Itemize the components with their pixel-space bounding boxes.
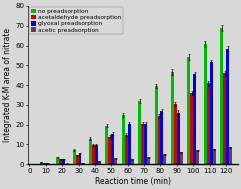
Bar: [108, 137, 111, 164]
Bar: [226, 49, 229, 164]
Bar: [190, 93, 193, 164]
Bar: [196, 150, 199, 164]
Bar: [220, 28, 223, 164]
Bar: [62, 159, 65, 164]
Y-axis label: Integrated K-M area of nitrate: Integrated K-M area of nitrate: [3, 28, 13, 142]
Bar: [138, 101, 141, 164]
Bar: [81, 163, 84, 164]
Bar: [193, 74, 196, 164]
Bar: [158, 116, 161, 164]
Bar: [92, 146, 95, 164]
Bar: [40, 162, 43, 164]
Bar: [171, 72, 174, 164]
Bar: [223, 73, 226, 164]
Bar: [95, 146, 98, 164]
Bar: [56, 157, 59, 164]
Bar: [180, 152, 183, 164]
Bar: [229, 147, 232, 164]
Bar: [111, 134, 114, 164]
Bar: [89, 139, 92, 164]
Bar: [46, 163, 49, 164]
Bar: [147, 157, 150, 164]
Bar: [207, 83, 210, 164]
Bar: [204, 44, 207, 164]
Legend: no preadsorption, acetaldehyde preadsorption, glyoxal preadsorption, acetic prea: no preadsorption, acetaldehyde preadsorp…: [29, 7, 123, 34]
Bar: [105, 126, 108, 164]
Bar: [213, 149, 215, 164]
Bar: [76, 155, 79, 164]
Bar: [114, 158, 117, 164]
Bar: [98, 161, 101, 164]
Bar: [177, 113, 180, 164]
Bar: [161, 111, 163, 164]
Bar: [163, 154, 166, 164]
Bar: [59, 159, 62, 164]
Bar: [187, 57, 190, 164]
Bar: [154, 86, 158, 164]
Bar: [210, 62, 213, 164]
Bar: [122, 115, 125, 164]
Bar: [128, 124, 131, 164]
Bar: [79, 153, 81, 164]
X-axis label: Reaction time (min): Reaction time (min): [95, 177, 171, 186]
Bar: [141, 124, 144, 164]
Bar: [131, 159, 134, 164]
Bar: [144, 124, 147, 164]
Bar: [174, 104, 177, 164]
Bar: [73, 150, 76, 164]
Bar: [43, 163, 46, 164]
Bar: [125, 135, 128, 164]
